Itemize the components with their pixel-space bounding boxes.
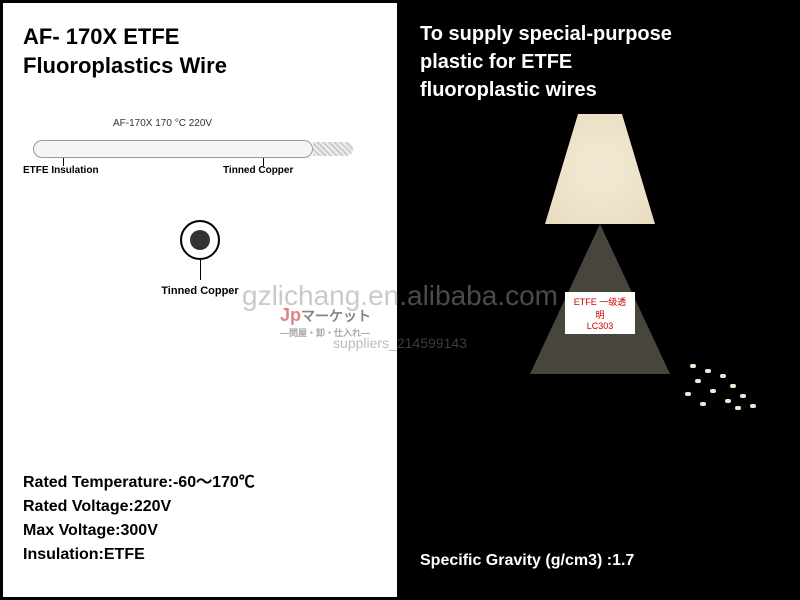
pellet-icon [725, 399, 731, 403]
conductor-callout: Tinned Copper [223, 165, 293, 176]
wire-conductor-end [313, 142, 353, 156]
title-line-2: plastic for ETFE [420, 48, 780, 76]
pellet-icon [685, 392, 691, 396]
left-panel: AF- 170X ETFE Fluoroplastics Wire AF-170… [0, 0, 400, 600]
logo-text: マーケット [301, 308, 371, 324]
pellet-icon [750, 404, 756, 408]
pellet-icon [735, 406, 741, 410]
watermark-suppliers: suppliers_214599143 [0, 335, 800, 351]
right-panel: To supply special-purpose plastic for ET… [400, 0, 800, 600]
logo-prefix: Jp [280, 305, 301, 325]
pellet-icon [740, 394, 746, 398]
flask: ETFE 一级透明 LC303 [530, 184, 670, 384]
title-line-1: AF- 170X ETFE [23, 23, 377, 52]
wire-diagram: AF-170X 170 °C 220V ETFE Insulation Tinn… [23, 110, 377, 190]
material-title: To supply special-purpose plastic for ET… [420, 20, 780, 104]
title-line-3: fluoroplastic wires [420, 76, 780, 104]
pellet-icon [720, 374, 726, 378]
watermark-logo: Jpマーケット ―問屋・卸・仕入れ― [280, 305, 371, 339]
title-line-2: Fluoroplastics Wire [23, 52, 377, 81]
flask-label-line-2: LC303 [571, 321, 629, 331]
scattered-pellets [680, 354, 780, 414]
pellet-icon [705, 369, 711, 373]
pellets-in-flask [545, 114, 655, 224]
title-line-1: To supply special-purpose [420, 20, 780, 48]
wire-spec-label: AF-170X 170 °C 220V [113, 118, 212, 129]
product-title: AF- 170X ETFE Fluoroplastics Wire [23, 23, 377, 80]
cross-section-outer [180, 220, 220, 260]
pellet-icon [695, 379, 701, 383]
specifications: Rated Temperature:-60～170℃ Rated Voltage… [23, 471, 255, 567]
pellet-icon [730, 384, 736, 388]
insulation-callout: ETFE Insulation [23, 165, 99, 176]
pellet-icon [700, 402, 706, 406]
pellet-icon [710, 389, 716, 393]
flask-image: ETFE 一级透明 LC303 [420, 124, 780, 444]
flask-label: ETFE 一级透明 LC303 [565, 292, 635, 334]
pellet-icon [690, 364, 696, 368]
specific-gravity: Specific Gravity (g/cm3) :1.7 [420, 552, 780, 570]
cross-section-label: Tinned Copper [23, 285, 377, 297]
spec-max-voltage: Max Voltage:300V [23, 519, 255, 543]
spec-voltage: Rated Voltage:220V [23, 495, 255, 519]
cross-section-inner [190, 230, 210, 250]
wire-insulation [33, 140, 313, 158]
spec-temperature: Rated Temperature:-60～170℃ [23, 471, 255, 495]
flask-label-line-1: ETFE 一级透明 [571, 295, 629, 321]
callout-line-icon [200, 260, 201, 280]
spec-insulation: Insulation:ETFE [23, 543, 255, 567]
